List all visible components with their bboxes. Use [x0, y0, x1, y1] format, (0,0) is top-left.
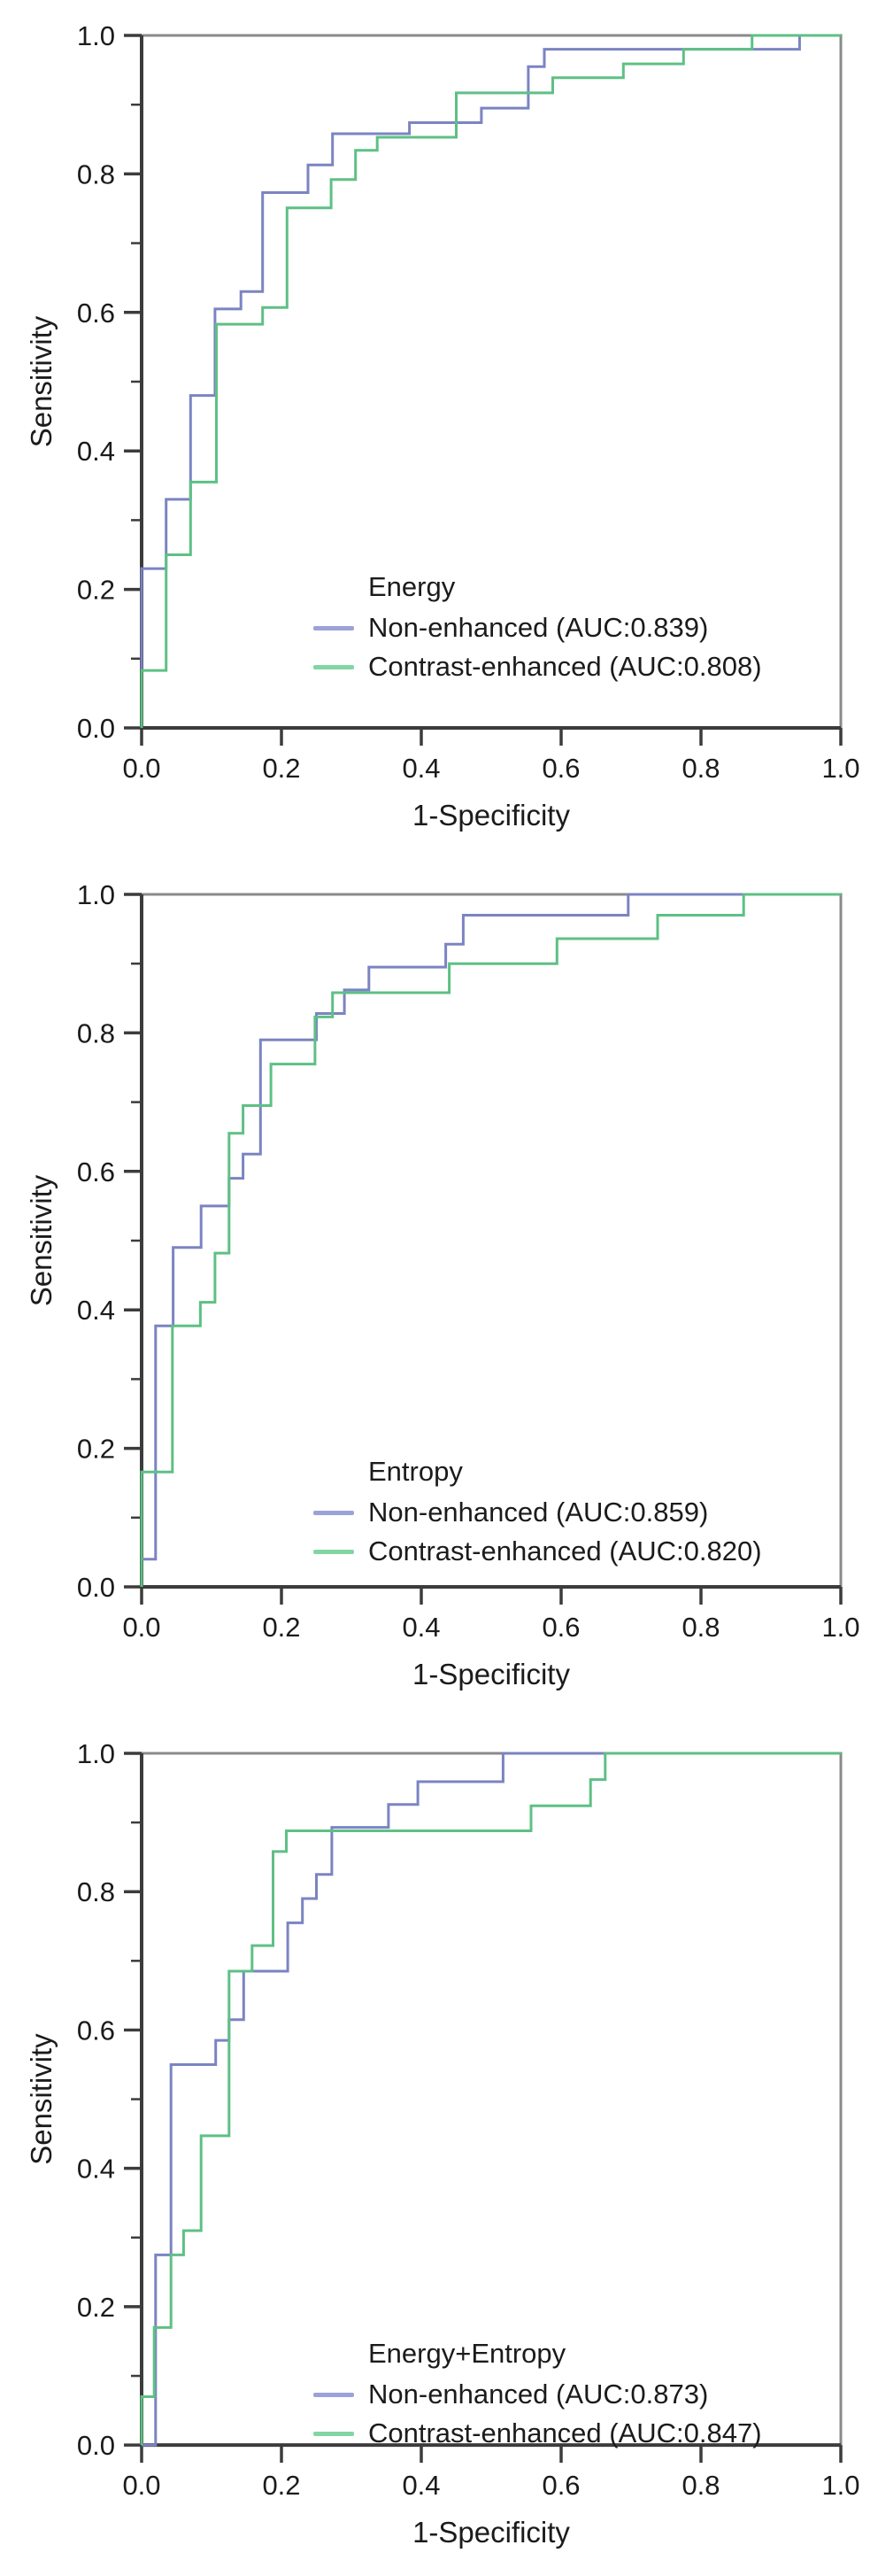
legend-label: Non-enhanced (AUC:0.839) [368, 612, 709, 643]
roc-chart-energy: 0.0 0.2 0.4 0.6 0.8 1.0 0.0 0.2 0.4 0.6 0.8 1.0 1-Sp… [0, 0, 878, 859]
series-line-non-enhanced [140, 893, 841, 1587]
x-axis-title: 1-Specificity [412, 799, 570, 832]
y-tick-label: 0.2 [77, 2292, 115, 2323]
series-line-contrast-enhanced [140, 1752, 841, 2446]
legend-label: Non-enhanced (AUC:0.859) [368, 1497, 709, 1528]
legend-title: Energy [368, 571, 456, 602]
legend-label: Non-enhanced (AUC:0.873) [368, 2379, 709, 2410]
y-tick-label: 1.0 [77, 20, 115, 51]
y-tick-label: 0.4 [77, 436, 115, 467]
y-tick-label: 0.0 [77, 713, 115, 744]
y-axis-title: Sensitivity [25, 1174, 58, 1306]
contrast-enhanced-line-swatch [313, 2431, 354, 2436]
y-tick-label: 0.2 [77, 575, 115, 606]
x-tick-label: 0.8 [682, 1612, 720, 1643]
legend-item-non-enhanced: Non-enhanced (AUC:0.859) [313, 1493, 809, 1532]
non-enhanced-line-swatch [313, 1510, 354, 1515]
contrast-enhanced-line-swatch [313, 664, 354, 669]
legend-item-contrast-enhanced: Contrast-enhanced (AUC:0.808) [313, 647, 809, 686]
series-line-contrast-enhanced [140, 893, 841, 1587]
y-tick-label: 0.6 [77, 298, 115, 329]
x-tick-label: 0.8 [682, 2470, 720, 2501]
y-tick-label: 0.8 [77, 159, 115, 190]
x-tick-label: 0.2 [262, 2470, 300, 2501]
x-tick-label: 0.0 [122, 1612, 160, 1643]
x-axis-title: 1-Specificity [412, 1658, 570, 1690]
legend-item-contrast-enhanced: Contrast-enhanced (AUC:0.847) [313, 2414, 809, 2453]
x-tick-label: 0.6 [542, 2470, 580, 2501]
roc-chart-energy-entropy: 0.0 0.2 0.4 0.6 0.8 1.0 0.0 0.2 0.4 0.6 0.8 1.0 1-Sp… [0, 1718, 878, 2576]
x-tick-label: 0.0 [122, 2470, 160, 2501]
legend-item-non-enhanced: Non-enhanced (AUC:0.839) [313, 608, 809, 647]
x-tick-label: 0.2 [262, 753, 300, 784]
y-tick-label: 0.4 [77, 2154, 115, 2185]
x-tick-label: 0.6 [542, 753, 580, 784]
x-tick-label: 0.2 [262, 1612, 300, 1643]
non-enhanced-line-swatch [313, 2392, 354, 2397]
y-tick-label: 0.0 [77, 1572, 115, 1603]
x-tick-label: 0.4 [402, 753, 440, 784]
legend-label: Contrast-enhanced (AUC:0.847) [368, 2417, 762, 2448]
y-tick-label: 0.2 [77, 1434, 115, 1465]
legend-label: Contrast-enhanced (AUC:0.820) [368, 1536, 762, 1566]
x-tick-label: 0.4 [402, 1612, 440, 1643]
y-tick-label: 0.4 [77, 1295, 115, 1326]
x-tick-label: 1.0 [821, 1612, 859, 1643]
x-tick-label: 0.6 [542, 1612, 580, 1643]
legend: Energy+Entropy Non-enhanced (AUC:0.873) … [313, 2336, 809, 2453]
roc-plot-energy: 0.0 0.2 0.4 0.6 0.8 1.0 0.0 0.2 0.4 0.6 0.8 1.0 1-Sp… [25, 20, 860, 832]
series-line-contrast-enhanced [140, 34, 841, 728]
legend-item-non-enhanced: Non-enhanced (AUC:0.873) [313, 2375, 809, 2414]
x-tick-label: 1.0 [821, 2470, 859, 2501]
legend-label: Contrast-enhanced (AUC:0.808) [368, 651, 762, 682]
non-enhanced-line-swatch [313, 625, 354, 630]
legend: Energy Non-enhanced (AUC:0.839) Contrast… [313, 569, 809, 686]
y-tick-label: 1.0 [77, 1738, 115, 1769]
legend: Entropy Non-enhanced (AUC:0.859) Contras… [313, 1454, 809, 1571]
legend-title: Entropy [368, 1456, 463, 1487]
y-tick-label: 0.6 [77, 1156, 115, 1187]
y-tick-label: 0.0 [77, 2430, 115, 2461]
roc-plot-entropy: 0.0 0.2 0.4 0.6 0.8 1.0 0.0 0.2 0.4 0.6 0.8 1.0 1-Sp… [25, 879, 860, 1690]
y-tick-label: 0.8 [77, 1017, 115, 1048]
x-axis-title: 1-Specificity [412, 2516, 570, 2549]
y-tick-label: 0.8 [77, 1876, 115, 1907]
y-tick-label: 1.0 [77, 879, 115, 910]
x-tick-label: 0.8 [682, 753, 720, 784]
contrast-enhanced-line-swatch [313, 1549, 354, 1554]
y-axis-title: Sensitivity [25, 315, 58, 447]
roc-chart-entropy: 0.0 0.2 0.4 0.6 0.8 1.0 0.0 0.2 0.4 0.6 0.8 1.0 1-Sp… [0, 859, 878, 1718]
x-tick-label: 1.0 [821, 753, 859, 784]
legend-item-contrast-enhanced: Contrast-enhanced (AUC:0.820) [313, 1532, 809, 1571]
legend-title: Energy+Entropy [368, 2338, 566, 2369]
y-tick-label: 0.6 [77, 2015, 115, 2046]
series-line-non-enhanced [140, 34, 841, 728]
y-axis-title: Sensitivity [25, 2033, 58, 2165]
x-tick-label: 0.0 [122, 753, 160, 784]
series-line-non-enhanced [142, 1752, 841, 2447]
x-tick-label: 0.4 [402, 2470, 440, 2501]
roc-plot-energy-entropy: 0.0 0.2 0.4 0.6 0.8 1.0 0.0 0.2 0.4 0.6 0.8 1.0 1-Sp… [25, 1738, 860, 2549]
